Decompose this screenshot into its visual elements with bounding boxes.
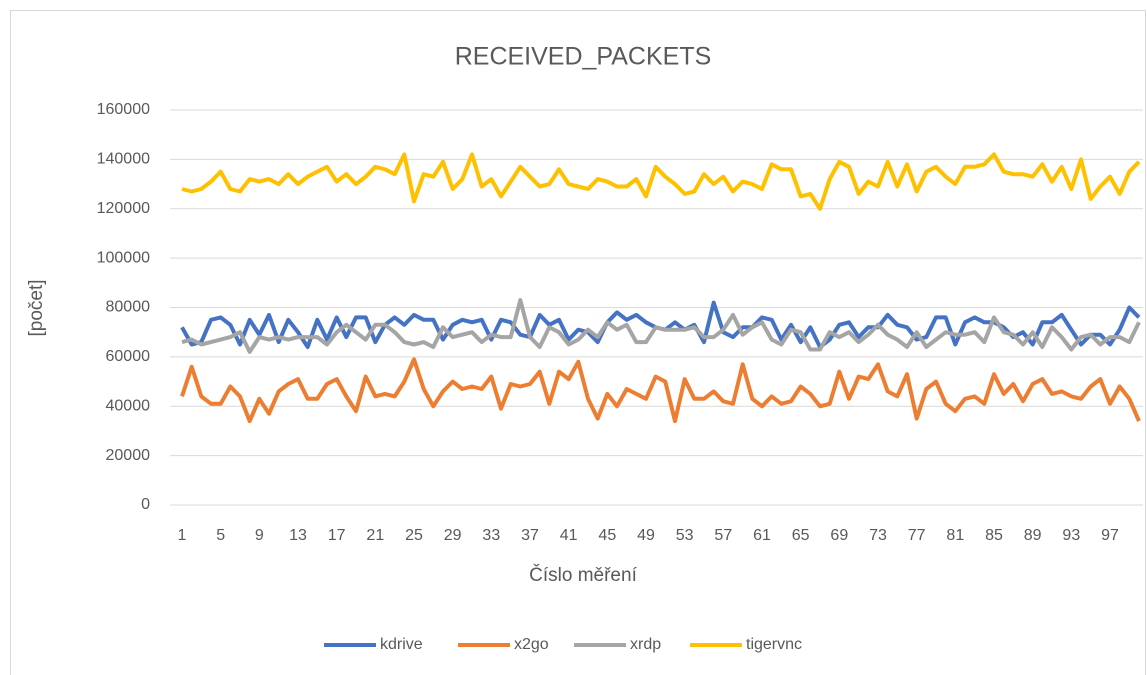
series-line xyxy=(181,298,1141,354)
x-tick-label: 33 xyxy=(482,527,500,544)
x-tick-label: 37 xyxy=(521,527,539,544)
x-tick-label: 1 xyxy=(178,527,187,544)
y-tick-label: 40000 xyxy=(106,397,151,414)
x-tick-label: 69 xyxy=(830,527,848,544)
x-tick-label: 89 xyxy=(1024,527,1042,544)
x-tick-label: 93 xyxy=(1062,527,1080,544)
series-line xyxy=(181,152,1141,211)
chart-title: RECEIVED_PACKETS xyxy=(455,43,712,71)
x-tick-label: 61 xyxy=(753,527,771,544)
x-tick-label: 77 xyxy=(908,527,926,544)
y-axis-title: [počet] xyxy=(26,279,47,336)
x-axis-title: Číslo měření xyxy=(529,564,637,586)
x-tick-label: 73 xyxy=(869,527,887,544)
x-tick-label: 9 xyxy=(255,527,264,544)
legend-label: xrdp xyxy=(630,636,661,653)
legend-label: kdrive xyxy=(380,636,423,653)
x-tick-label: 97 xyxy=(1101,527,1119,544)
y-tick-label: 20000 xyxy=(106,447,151,464)
x-tick-label: 85 xyxy=(985,527,1003,544)
x-tick-label: 53 xyxy=(676,527,694,544)
x-tick-label: 29 xyxy=(444,527,462,544)
y-tick-label: 0 xyxy=(141,496,150,513)
x-tick-label: 65 xyxy=(792,527,810,544)
y-tick-label: 120000 xyxy=(97,200,150,217)
x-tick-label: 57 xyxy=(714,527,732,544)
x-tick-label: 41 xyxy=(560,527,578,544)
x-tick-label: 5 xyxy=(216,527,225,544)
y-tick-label: 160000 xyxy=(97,101,150,118)
x-tick-label: 25 xyxy=(405,527,423,544)
y-tick-label: 100000 xyxy=(97,249,150,266)
legend-label: tigervnc xyxy=(746,636,802,653)
x-tick-label: 17 xyxy=(328,527,346,544)
legend-label: x2go xyxy=(514,636,549,653)
y-tick-label: 140000 xyxy=(97,151,150,168)
x-tick-label: 81 xyxy=(946,527,964,544)
x-tick-label: 45 xyxy=(598,527,616,544)
series-line xyxy=(180,357,1141,424)
x-tick-label: 21 xyxy=(366,527,384,544)
y-tick-label: 60000 xyxy=(106,348,151,365)
y-tick-label: 80000 xyxy=(106,299,151,316)
x-tick-label: 49 xyxy=(637,527,655,544)
x-tick-label: 13 xyxy=(289,527,307,544)
